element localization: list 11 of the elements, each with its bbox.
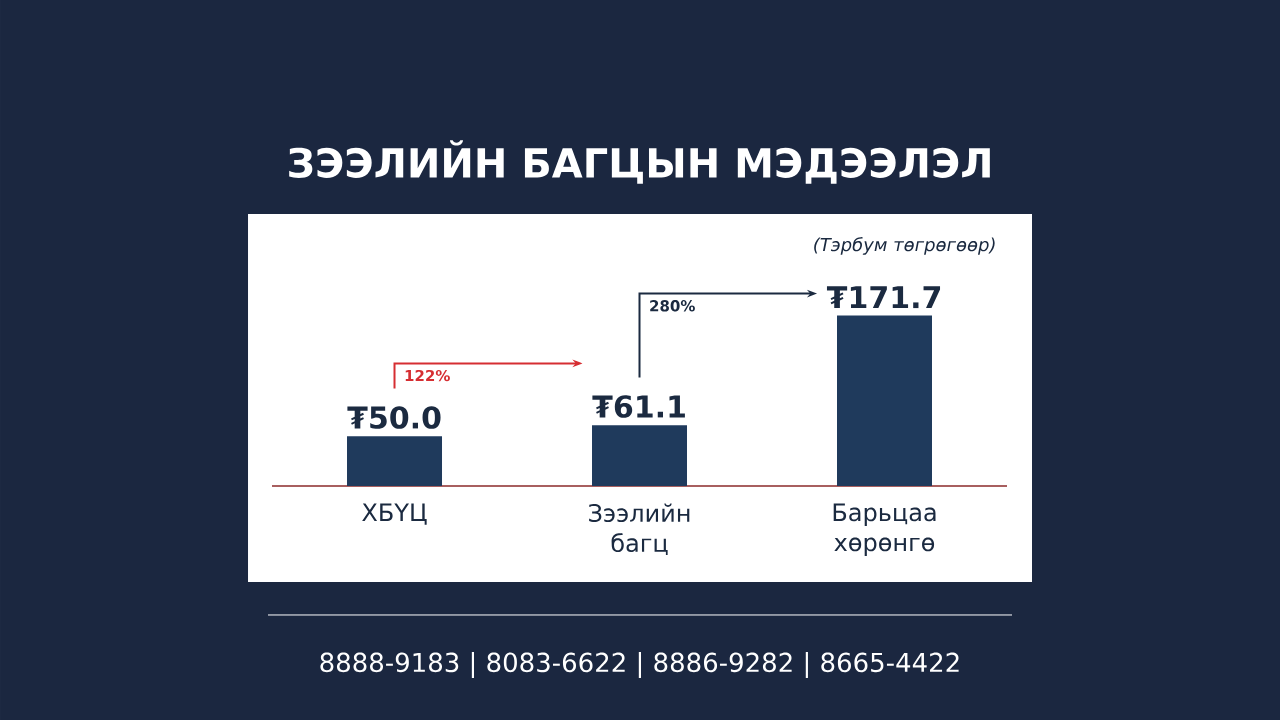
x-tick-label: ХБҮЦ (362, 503, 427, 525)
data-label: ₮50.0 (347, 406, 441, 429)
x-tick-label: Барьцаа хөрөнгө (833, 503, 936, 556)
x-tick-label: Зээлийн багц (589, 503, 690, 556)
text: 280% (650, 300, 695, 312)
chart-title: ЗЭЭЛИЙН БАГЦЫН МЭДЭЭЛЭЛ (289, 140, 990, 184)
data-label: ₮61.1 (592, 395, 685, 418)
text: 8888-9183 | 8083-6622 | 8886-9282 | 8665-4422 (320, 651, 959, 678)
text: (Тэрбум төгрөгөөр) (814, 237, 995, 255)
annotation: 122% (405, 369, 450, 382)
data-label: ₮171.7 (826, 286, 941, 309)
